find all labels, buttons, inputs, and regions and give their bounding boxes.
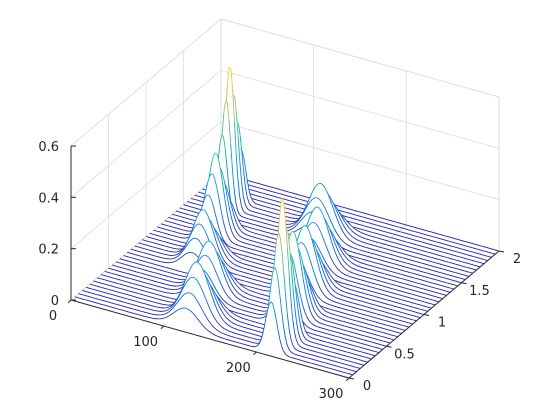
y-tick <box>461 282 467 285</box>
tick-label-layer: 0 100 200 300 0 0.5 1 1.5 2 0 0.2 0.4 0.6 <box>38 140 521 402</box>
z-tick-label: 0.4 <box>38 191 59 206</box>
pane-edge <box>70 18 222 147</box>
z-tick-label: 0.2 <box>38 243 59 258</box>
trace <box>74 296 353 376</box>
x-tick <box>253 351 257 356</box>
y-tick-label: 1 <box>438 316 446 331</box>
y-tick <box>348 377 355 380</box>
grid-line <box>70 121 222 249</box>
z-tick-label: 0.6 <box>38 140 59 155</box>
trace <box>220 172 500 252</box>
grid-line <box>220 121 500 201</box>
trace <box>119 256 398 338</box>
x-axis <box>70 299 350 379</box>
x-tick-label: 200 <box>226 361 251 376</box>
y-tick-label: 1.5 <box>469 284 490 299</box>
y-tick-label: 0.5 <box>394 347 415 362</box>
y-tick <box>423 314 430 316</box>
pane-edge <box>220 18 500 98</box>
grid-line <box>220 69 500 149</box>
trace-layer <box>74 66 500 376</box>
grid-line <box>70 70 222 198</box>
trace <box>82 232 361 369</box>
trace <box>97 277 376 357</box>
x-tick-label: 0 <box>49 309 57 324</box>
x-tick-label: 100 <box>133 335 158 350</box>
x-tick-label: 300 <box>319 387 344 402</box>
y-tick <box>498 250 505 253</box>
y-tick <box>386 345 392 348</box>
axis-layer <box>67 145 505 382</box>
y-tick-label: 0 <box>363 379 371 394</box>
z-tick-label: 0 <box>51 294 59 309</box>
x-tick <box>345 377 350 382</box>
x-tick <box>67 299 72 304</box>
x-tick <box>160 325 165 330</box>
y-tick-label: 2 <box>513 252 521 267</box>
